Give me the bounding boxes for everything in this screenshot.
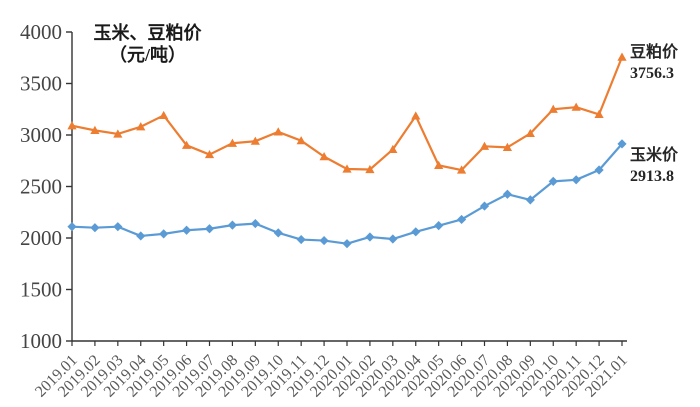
soybean-meal-price-marker xyxy=(571,102,581,111)
soybean-meal-price-marker xyxy=(136,122,146,131)
corn-price-marker xyxy=(227,220,238,230)
soybean-meal-price-marker xyxy=(273,127,283,136)
soybean-meal-price-marker xyxy=(434,160,444,169)
soybean-meal-price-marker xyxy=(90,125,100,134)
corn-price-line xyxy=(71,143,623,245)
corn-last-value: 2913.8 xyxy=(630,168,674,185)
corn-price-marker xyxy=(411,227,421,237)
soybean-meal-series-name: 豆粕价 xyxy=(630,44,679,61)
corn-price-marker xyxy=(159,229,169,239)
y-axis-tick-label: 3000 xyxy=(20,123,62,147)
soybean-meal-price-marker xyxy=(411,111,421,120)
soybean-meal-price-marker xyxy=(388,144,398,154)
corn-price-marker xyxy=(617,139,627,149)
corn-price-marker xyxy=(434,221,444,231)
corn-price-marker xyxy=(388,234,398,244)
soybean-meal-price-marker xyxy=(342,164,352,173)
chart-title-unit: （元/吨） xyxy=(108,45,186,65)
soybean-meal-price-marker xyxy=(594,109,604,118)
soybean-meal-price-marker xyxy=(204,149,215,159)
soybean-meal-price-marker xyxy=(296,136,306,145)
corn-price-marker xyxy=(456,214,467,225)
y-axis-tick-label: 4000 xyxy=(20,20,62,44)
soybean-meal-price-marker xyxy=(250,136,260,145)
corn-price-marker xyxy=(342,239,352,249)
soybean-meal-price-marker xyxy=(502,142,513,151)
corn-price-marker xyxy=(113,222,123,232)
corn-price-marker xyxy=(525,195,535,205)
soybean-meal-price-marker xyxy=(181,140,192,149)
soybean-meal-price-marker xyxy=(319,152,329,161)
soybean-meal-price-marker xyxy=(479,141,490,150)
corn-price-marker xyxy=(273,228,283,238)
corn-price-marker xyxy=(250,218,260,229)
corn-price-marker xyxy=(365,232,375,242)
corn-price-marker xyxy=(479,201,490,211)
soybean-meal-price-line xyxy=(71,56,624,172)
corn-price-marker xyxy=(571,175,581,185)
corn-price-marker xyxy=(594,165,604,175)
corn-end-label: 玉米价 2913.8 xyxy=(630,145,698,187)
soybean-meal-price-marker xyxy=(548,104,558,113)
chart-title-line1: 玉米、豆粕价 xyxy=(93,23,202,43)
corn-price-marker xyxy=(181,225,192,235)
corn-price-marker xyxy=(548,176,558,186)
soybean-meal-last-value: 3756.3 xyxy=(630,65,674,82)
soybean-meal-price-marker xyxy=(617,52,627,61)
corn-series-name: 玉米价 xyxy=(630,147,679,164)
soybean-meal-price-marker xyxy=(159,110,169,120)
corn-price-marker xyxy=(296,234,306,245)
corn-price-marker xyxy=(204,224,215,234)
y-axis-tick-label: 3500 xyxy=(20,72,62,96)
soybean-meal-price-marker xyxy=(365,164,375,174)
soybean-meal-price-marker xyxy=(525,128,535,138)
corn-price-marker xyxy=(319,235,329,246)
y-axis-tick-label: 2000 xyxy=(20,226,62,250)
corn-price-marker xyxy=(502,189,513,199)
corn-price-marker xyxy=(90,223,100,233)
soybean-meal-price-marker xyxy=(456,165,467,174)
corn-price-marker xyxy=(67,222,77,232)
y-axis-tick-label: 1500 xyxy=(20,278,62,302)
y-axis-tick-label: 1000 xyxy=(20,329,62,353)
soybean-meal-price-marker xyxy=(227,138,238,147)
y-axis-tick-label: 2500 xyxy=(20,175,62,199)
soybean-meal-price-marker xyxy=(67,121,77,130)
corn-price-marker xyxy=(136,231,146,241)
soybean-meal-end-label: 豆粕价 3756.3 xyxy=(630,42,698,84)
chart-title: 玉米、豆粕价 （元/吨） xyxy=(70,22,225,66)
soybean-meal-price-marker xyxy=(113,129,123,138)
